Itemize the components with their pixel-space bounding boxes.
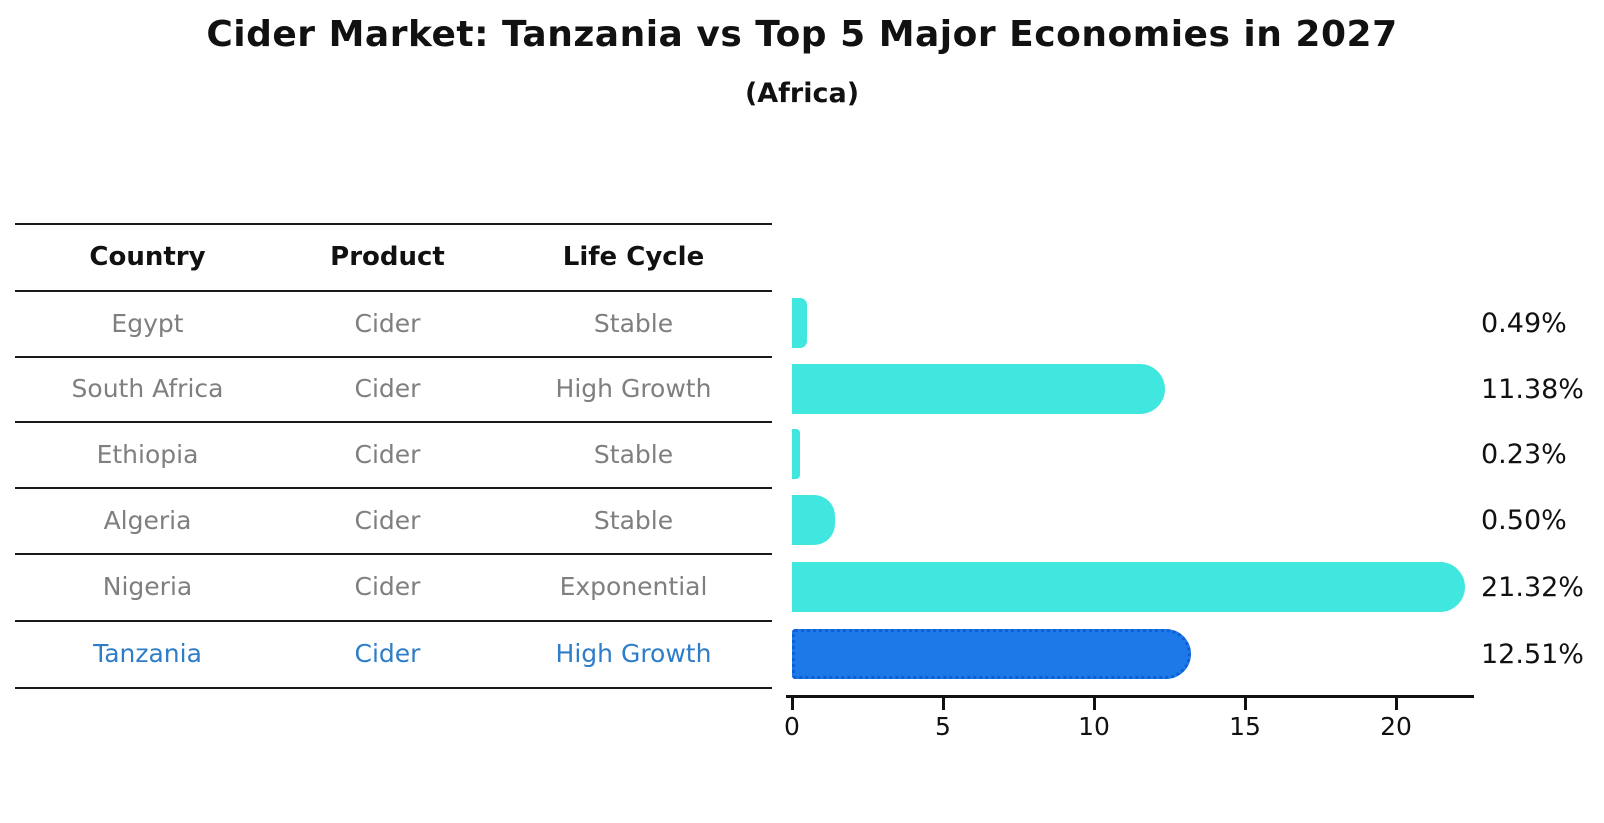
x-axis-tick-label: 15 bbox=[1229, 712, 1261, 741]
table-row-rule bbox=[15, 620, 772, 622]
x-axis-tick bbox=[942, 698, 945, 710]
x-axis-tick bbox=[1093, 698, 1096, 710]
column-header-product: Product bbox=[330, 241, 445, 272]
table-top-rule bbox=[15, 223, 772, 225]
bar-tanzania bbox=[792, 629, 1191, 679]
table-row-rule bbox=[15, 290, 772, 292]
chart-subtitle: (Africa) bbox=[744, 78, 860, 109]
table-cell-country: Nigeria bbox=[102, 572, 193, 601]
table-cell-product: Cider bbox=[354, 572, 421, 601]
table-cell-country: Tanzania bbox=[93, 639, 202, 668]
x-axis-tick-label: 0 bbox=[784, 712, 800, 741]
value-label-egypt: 0.49% bbox=[1481, 307, 1567, 339]
table-bottom-rule bbox=[15, 687, 772, 689]
table-cell-product: Cider bbox=[354, 639, 421, 668]
chart-title: Cider Market: Tanzania vs Top 5 Major Ec… bbox=[206, 14, 1398, 55]
table-cell-life_cycle: High Growth bbox=[555, 374, 712, 403]
bar-algeria bbox=[792, 495, 835, 545]
table-cell-product: Cider bbox=[354, 308, 421, 338]
value-label-ethiopia: 0.23% bbox=[1481, 438, 1567, 470]
bar-egypt bbox=[792, 298, 807, 348]
bar-nigeria bbox=[792, 562, 1465, 612]
table-cell-country: Algeria bbox=[103, 505, 192, 535]
x-axis-tick bbox=[791, 698, 794, 710]
table-cell-product: Cider bbox=[354, 374, 421, 403]
table-cell-life_cycle: Stable bbox=[593, 439, 674, 469]
table-cell-country: Egypt bbox=[111, 308, 184, 338]
value-label-south-africa: 11.38% bbox=[1481, 373, 1584, 405]
bar-south-africa bbox=[792, 364, 1165, 414]
value-label-tanzania: 12.51% bbox=[1481, 638, 1584, 670]
x-axis-tick bbox=[1395, 698, 1398, 710]
table-cell-life_cycle: Exponential bbox=[559, 572, 708, 601]
table-row-rule bbox=[15, 421, 772, 423]
bar-ethiopia bbox=[792, 429, 800, 479]
x-axis-tick-label: 10 bbox=[1078, 712, 1110, 741]
table-cell-life_cycle: Stable bbox=[593, 505, 674, 535]
value-label-algeria: 0.50% bbox=[1481, 504, 1567, 536]
table-cell-product: Cider bbox=[354, 505, 421, 535]
value-label-nigeria: 21.32% bbox=[1481, 571, 1584, 603]
x-axis-tick bbox=[1244, 698, 1247, 710]
column-header-country: Country bbox=[89, 241, 206, 272]
x-axis-line bbox=[786, 695, 1474, 698]
table-row-rule bbox=[15, 487, 772, 489]
x-axis-tick-label: 5 bbox=[935, 712, 951, 741]
table-cell-country: Ethiopia bbox=[96, 439, 199, 469]
table-row-rule bbox=[15, 553, 772, 555]
table-row-rule bbox=[15, 356, 772, 358]
table-cell-country: South Africa bbox=[71, 374, 224, 403]
table-cell-product: Cider bbox=[354, 439, 421, 469]
table-cell-life_cycle: High Growth bbox=[555, 639, 712, 668]
column-header-life-cycle: Life Cycle bbox=[562, 241, 705, 272]
table-cell-life_cycle: Stable bbox=[593, 308, 674, 338]
x-axis-tick-label: 20 bbox=[1380, 712, 1412, 741]
